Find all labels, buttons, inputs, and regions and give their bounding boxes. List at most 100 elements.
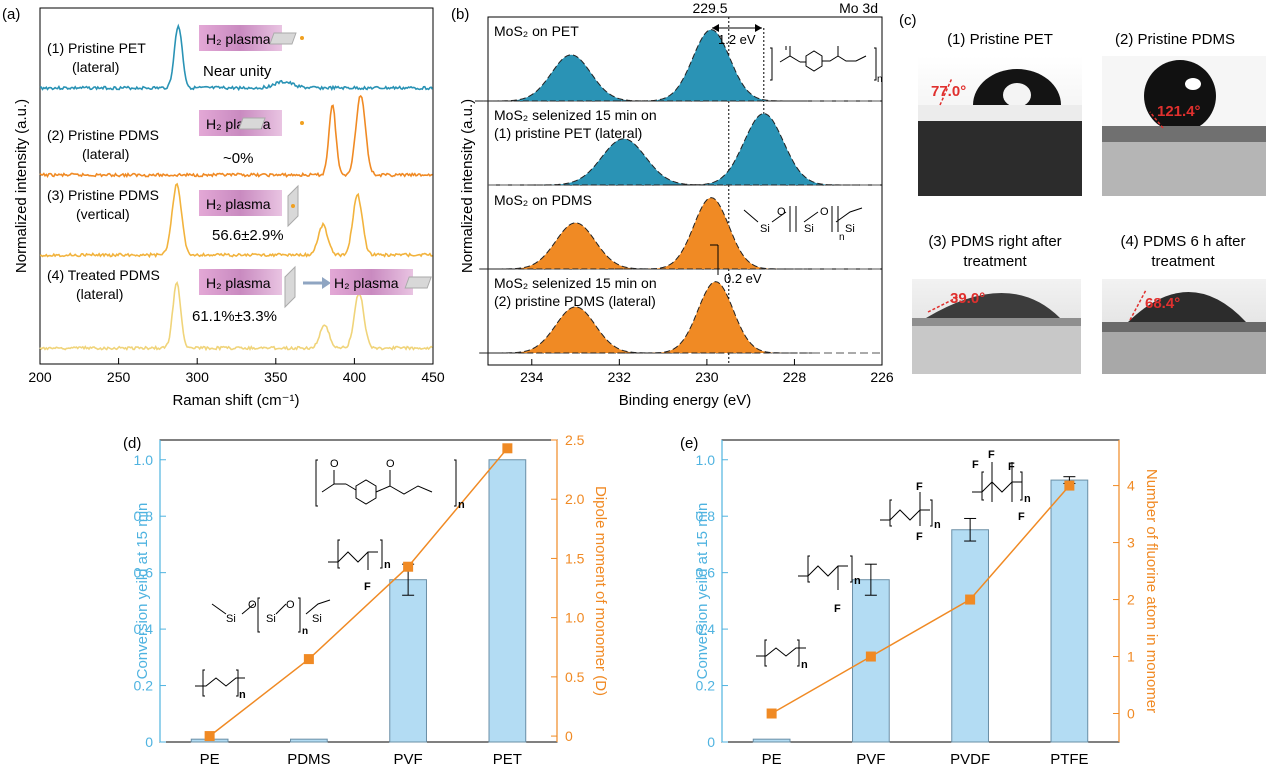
- panel-b-x-ticks: 234 232 230 228 226: [520, 359, 894, 385]
- pdms-d-o1: O: [248, 599, 257, 611]
- panel-b-frame: [487, 16, 883, 366]
- a-trace2-label1: (2) Pristine PDMS: [47, 127, 159, 143]
- pdms-si2: Si: [804, 223, 814, 235]
- pdms-d-n: n: [302, 626, 308, 637]
- pdms-structure-icon-d: [211, 597, 331, 633]
- a-plasma-box-4: H₂ plasma H₂ plasma: [199, 265, 432, 309]
- b-trace4-label2: (2) pristine PDMS (lateral): [494, 293, 656, 309]
- a-note-4: 61.1%±3.3%: [192, 308, 277, 325]
- pdms-o1: O: [777, 206, 786, 218]
- c-angle-1: 77.0°: [931, 83, 966, 100]
- pet-d-n: n: [458, 499, 465, 511]
- a-xtick-label-4: 400: [343, 369, 367, 385]
- pdms-d-si3: Si: [312, 613, 322, 625]
- panel-a-traces: [39, 23, 434, 352]
- b-trace2-label1: MoS₂ selenized 15 min on: [494, 107, 657, 123]
- e-chart-ytick-right-label-2: 2: [1127, 592, 1135, 608]
- panel-e-ylabel: Conversion yeild at 15 min: [694, 503, 711, 680]
- pe-structure-icon-e: [756, 639, 806, 667]
- c-angle-3: 39.0°: [950, 290, 985, 307]
- e-chart-line-series: [771, 485, 1070, 715]
- pvf-structure-icon-e: [798, 555, 853, 590]
- panel-d-ylabel-right: Dipole moment of monomer (D): [592, 486, 609, 696]
- b-trace4-label1: MoS₂ selenized 15 min on: [494, 275, 657, 291]
- b-peak-3-1: [479, 222, 672, 270]
- a-xtick-label-1: 250: [107, 369, 131, 385]
- a-xtick-label-5: 450: [421, 369, 445, 385]
- a-note-3: 56.6±2.9%: [212, 227, 284, 244]
- panel-a-ylabel: Normalized intensity (a.u.): [13, 99, 30, 273]
- d-chart-bar-pet: [488, 459, 527, 743]
- d-chart-ytick-right-label-4: 2.0: [565, 491, 585, 507]
- d-chart-line-point-1: [303, 654, 314, 665]
- pvf-d-f: F: [364, 581, 371, 593]
- pet-d-o2: O: [386, 458, 395, 470]
- d-chart-xtick-label-2: PVF: [394, 751, 423, 768]
- svg-text:H₂ plasma: H₂ plasma: [206, 275, 271, 291]
- b-trace1-label: MoS₂ on PET: [494, 23, 579, 39]
- pdms-d-si2: Si: [266, 613, 276, 625]
- d-chart-line-point-0: [204, 731, 215, 742]
- ptfe-e-f4: F: [1018, 511, 1025, 523]
- b-peak-3-2: [615, 197, 808, 270]
- c-title-4b: treatment: [1151, 253, 1215, 270]
- panel-a-xlabel: Raman shift (cm⁻¹): [172, 392, 299, 409]
- ptfe-e-f2: F: [1008, 461, 1015, 473]
- c-angle-2: 121.4°: [1157, 103, 1201, 120]
- a-note-1: Near unity: [203, 63, 272, 80]
- d-chart-ytick-right-label-3: 1.5: [565, 550, 585, 566]
- d-chart-ytick-right-label-5: 2.5: [565, 432, 585, 448]
- pvdf-structure-icon-e: [880, 492, 933, 527]
- pe-n-d: n: [239, 689, 246, 701]
- a-trace-line-3: [39, 182, 433, 259]
- droplet-photo-2: [1102, 56, 1266, 196]
- pdms-structure-icon: [743, 206, 863, 232]
- b-peak-1-2: [615, 29, 808, 102]
- pvf-d-n: n: [384, 559, 391, 571]
- panel-a-label: (a): [2, 6, 20, 23]
- e-chart-ytick-right-label-1: 1: [1127, 649, 1135, 665]
- e-chart-ytick-label-5: 1.0: [696, 452, 716, 468]
- e-chart-ytick-label-1: 0.2: [696, 678, 716, 694]
- c-title-3a: (3) PDMS right after: [928, 233, 1061, 250]
- ptfe-e-n: n: [1024, 493, 1031, 505]
- panel-b-traces: [474, 17, 882, 365]
- e-chart-bar-pvdf: [951, 529, 989, 743]
- panel-e-ylabel-right: Number of fluorine atom in monomer: [1143, 469, 1160, 713]
- pvdf-e-f2: F: [916, 531, 923, 543]
- b-shift-label-1: 1.2 eV: [718, 32, 756, 47]
- droplet-photo-3: [912, 279, 1081, 374]
- d-chart-ytick-right-label-2: 1.0: [565, 610, 585, 626]
- d-chart-ytick-label-2: 0.4: [134, 621, 154, 637]
- panel-b-ylabel: Normalized intensity (a.u.): [459, 99, 476, 273]
- b-peak-4-2: [619, 281, 812, 354]
- e-chart-bar-ptfe: [1050, 479, 1089, 743]
- d-chart-line-series: [209, 447, 508, 737]
- e-chart-line-point-3: [1064, 480, 1075, 491]
- b-peak-2-2: [667, 113, 861, 186]
- panel-b: (b) 234 232 230 228 226 Binding energy (eV) …: [451, 0, 894, 409]
- pet-structure-n: n: [877, 74, 883, 85]
- ptfe-e-f3: F: [972, 459, 979, 471]
- a-plasma-box-2: H₂ plasma: [199, 110, 304, 136]
- pvdf-e-n: n: [934, 519, 941, 531]
- b-xtick-label-1: 232: [608, 369, 632, 385]
- e-chart-line-point-2: [965, 594, 976, 605]
- b-shift-arrow-1: [712, 24, 762, 32]
- b-peak-4-1: [479, 306, 672, 354]
- pet-structure-icon-d: [315, 459, 457, 507]
- e-chart-ytick-right-label-4: 4: [1127, 478, 1135, 494]
- panel-e-plot: 0 0.2 0.4 0.6 0.8 1.0 0 1 2 3 4 PE PVF PVDF PTFE: [696, 440, 1135, 768]
- b-xtick-label-4: 226: [870, 369, 894, 385]
- a-trace4-label1: (4) Treated PDMS: [47, 267, 160, 283]
- e-chart-ytick-label-4: 0.8: [696, 508, 716, 524]
- pvf-structure-icon-d: [328, 539, 383, 570]
- d-chart-bar-pvf: [389, 579, 427, 743]
- b-trace2-label2: (1) pristine PET (lateral): [494, 125, 642, 141]
- c-title-1: (1) Pristine PET: [947, 31, 1053, 48]
- a-xtick-label-3: 350: [264, 369, 288, 385]
- droplet-photo-1: [918, 56, 1082, 196]
- pe-structure-icon: [195, 669, 245, 697]
- a-trace1-label2: (lateral): [72, 59, 119, 75]
